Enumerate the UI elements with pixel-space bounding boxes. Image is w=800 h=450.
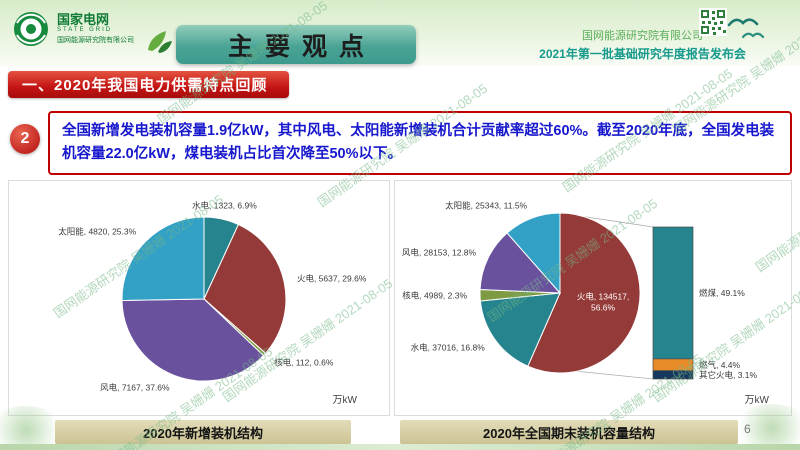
pie-slice-水电 [479, 292, 561, 367]
greenery-decoration [732, 404, 800, 450]
caption-new-capacity: 2020年新增装机结构 [55, 420, 351, 444]
point-number-badge: 2 [10, 124, 40, 154]
slide-title-box: 主要观点 [176, 25, 416, 64]
logo-company: 国网能源研究院有限公司 [57, 36, 134, 44]
pie-label-火电: 火电, 134517, 56.6% [576, 291, 630, 313]
pie-label-风电: 风电, 28153, 12.8% [401, 247, 477, 258]
pie-slice-太阳能 [121, 216, 205, 302]
header-org-block: 国网能源研究院有限公司 2021年第一批基础研究年度报告发布会 [535, 27, 750, 62]
section-heading-bar: 一、2020年我国电力供需特点回顾 [8, 71, 290, 98]
key-point-box: 全国新增发电装机容量1.9亿kW，其中风电、太阳能新增装机合计贡献率超过60%。… [48, 111, 792, 175]
pie-slice-太阳能 [506, 212, 561, 295]
chart-panel-total-capacity: 万kW 火电, 134517, 56.6% 水电, 37016, 16.8% 核电,… [394, 180, 792, 416]
pie-label-风电: 风电, 7167, 37.6% [100, 382, 170, 393]
pie-label-核电: 核电, 112, 0.6% [274, 357, 334, 368]
bar-segment-其它火电 [652, 370, 694, 380]
pie-chart-new-capacity [121, 216, 287, 382]
pie-label-水电: 水电, 1323, 6.9% [192, 200, 257, 211]
unit-label: 万kW [332, 395, 357, 406]
state-grid-emblem-icon [14, 12, 48, 46]
birds-icon [727, 18, 765, 39]
event-name: 2021年第一批基础研究年度报告发布会 [539, 47, 746, 61]
chart-panel-new-capacity: 万kW 水电, 1323, 6.9% 火电, 5637, 29.6% 核电, 112… [8, 180, 390, 416]
slide-title: 主要观点 [227, 32, 376, 61]
page-number: 6 [744, 422, 751, 436]
bar-label-其它火电: 其它火电, 3.1% [699, 369, 758, 380]
pie-label-水电: 水电, 37016, 16.8% [410, 342, 485, 353]
pie-bar-chart-total-capacity [479, 212, 694, 380]
bar-label-燃气: 燃气, 4.4% [699, 359, 741, 370]
caption-total-capacity: 2020年全国期末装机容量结构 [400, 420, 738, 444]
pie-slice-风电 [121, 298, 265, 382]
header-band: 国家电网 STATE GRID 国网能源研究院有限公司 主要观点 国网能源研究院… [0, 0, 800, 66]
state-grid-logo: 国家电网 STATE GRID 国网能源研究院有限公司 [12, 10, 134, 48]
section-heading: 一、2020年我国电力供需特点回顾 [22, 77, 268, 94]
bar-segment-燃煤 [652, 226, 694, 360]
logo-subtitle: STATE GRID [57, 26, 113, 33]
pie-label-核电: 核电, 4989, 2.3% [402, 290, 468, 301]
pie-slice-火电 [527, 212, 641, 374]
pie-label-太阳能: 太阳能, 4820, 25.3% [58, 227, 137, 238]
pie-label-火电: 火电, 5637, 29.6% [296, 274, 367, 285]
key-point-text: 全国新增发电装机容量1.9亿kW，其中风电、太阳能新增装机合计贡献率超过60%。… [62, 122, 775, 162]
org-name: 国网能源研究院有限公司 [582, 30, 703, 42]
logo-title: 国家电网 [57, 12, 110, 28]
logo-text-block: 国家电网 STATE GRID 国网能源研究院有限公司 [57, 13, 134, 45]
bar-label-燃煤: 燃煤, 49.1% [699, 287, 745, 298]
bar-segment-燃气 [652, 358, 694, 372]
pie-label-太阳能: 太阳能, 25343, 11.5% [445, 200, 528, 211]
leaf-icon [148, 31, 172, 53]
qr-code-icon [699, 8, 727, 36]
pie-slice-火电 [203, 223, 287, 354]
unit-label: 万kW [744, 395, 769, 406]
pie-slice-风电 [479, 232, 562, 294]
bottom-decoration [0, 444, 800, 450]
